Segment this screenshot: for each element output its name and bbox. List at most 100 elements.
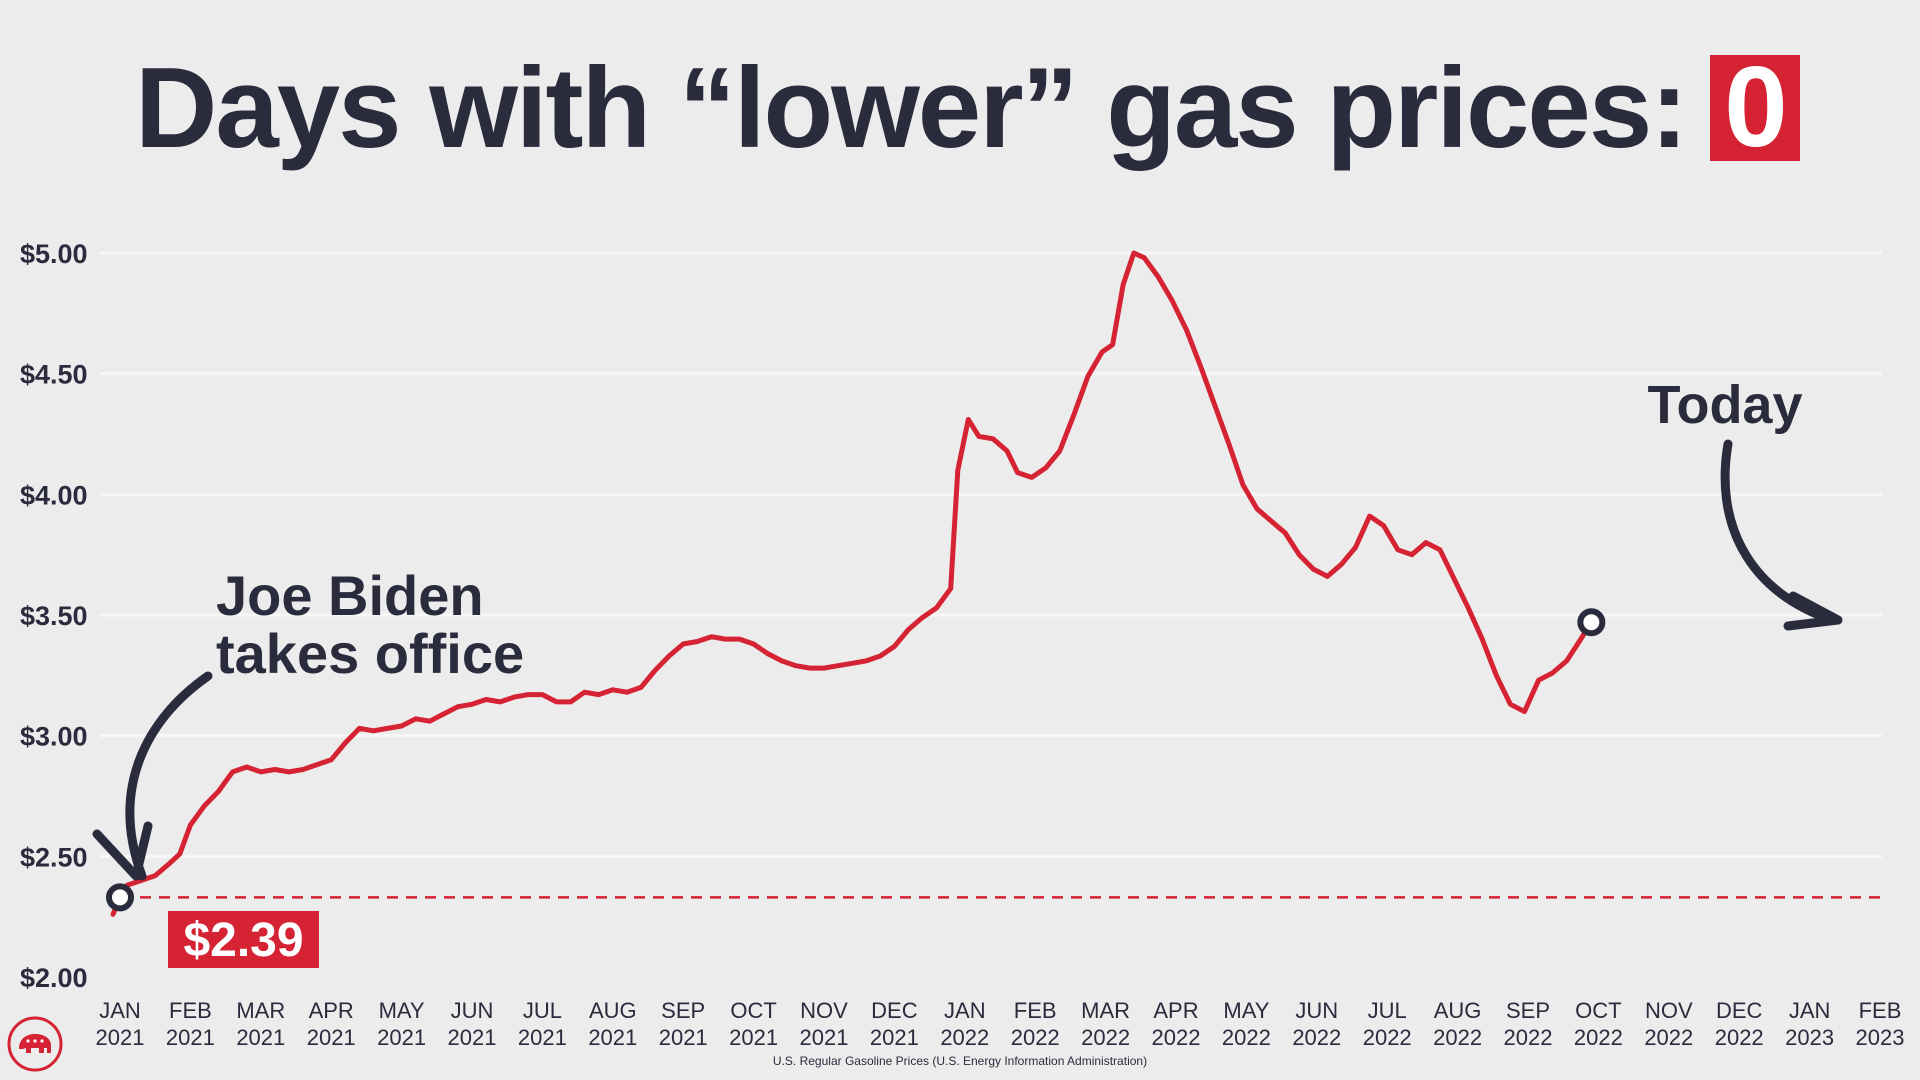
x-tick-year: 2021 — [588, 1025, 637, 1050]
x-tick-year: 2021 — [729, 1025, 778, 1050]
x-tick-month: JUL — [523, 998, 562, 1023]
x-tick-month: OCT — [730, 998, 776, 1023]
x-tick-month: JUN — [451, 998, 494, 1023]
x-tick-year: 2023 — [1785, 1025, 1834, 1050]
grid-lines — [100, 251, 1882, 858]
x-tick-year: 2022 — [1574, 1025, 1623, 1050]
x-tick-month: AUG — [589, 998, 637, 1023]
x-tick-month: MAY — [1223, 998, 1269, 1023]
annotation-marker — [106, 883, 134, 912]
x-tick-month: DEC — [871, 998, 918, 1023]
chart-title-text: Days with “lower” gas prices: — [135, 44, 1688, 172]
annotation-text: Joe Biden — [216, 564, 484, 627]
x-tick-month: NOV — [800, 998, 848, 1023]
x-tick-month: MAR — [1081, 998, 1130, 1023]
x-tick-month: JUN — [1295, 998, 1338, 1023]
elephant-logo-icon — [7, 1016, 63, 1072]
x-tick-month: JAN — [99, 998, 141, 1023]
x-tick-month: JUL — [1368, 998, 1407, 1023]
x-tick-month: AUG — [1434, 998, 1482, 1023]
y-tick-label: $4.50 — [20, 360, 88, 390]
x-tick-year: 2022 — [1081, 1025, 1130, 1050]
x-tick-month: MAY — [379, 998, 425, 1023]
x-tick-year: 2021 — [166, 1025, 215, 1050]
x-tick-year: 2021 — [870, 1025, 919, 1050]
y-tick-label: $2.50 — [20, 842, 88, 872]
price-label: $2.39 — [183, 914, 303, 967]
x-tick-year: 2022 — [1644, 1025, 1693, 1050]
x-tick-year: 2021 — [659, 1025, 708, 1050]
x-tick-year: 2021 — [448, 1025, 497, 1050]
annotation-text: Today — [1647, 375, 1802, 435]
annotation-marker — [1577, 608, 1606, 637]
chart-title: Days with “lower” gas prices: 0 — [135, 45, 1800, 172]
x-tick-year: 2022 — [1222, 1025, 1271, 1050]
y-axis: $5.00 $4.50 $4.00 $3.50 $3.00 $2.50 $2.00 — [20, 239, 88, 993]
x-tick-month: OCT — [1575, 998, 1621, 1023]
gas-price-line — [110, 250, 1594, 917]
x-tick-year: 2022 — [1715, 1025, 1764, 1050]
y-tick-label: $3.00 — [20, 722, 88, 752]
arrow-icon — [125, 671, 213, 881]
x-tick-month: FEB — [169, 998, 212, 1023]
y-tick-label: $4.00 — [20, 480, 88, 510]
days-count-badge: 0 — [1710, 51, 1800, 165]
x-tick-year: 2021 — [518, 1025, 567, 1050]
y-tick-label: $5.00 — [20, 239, 88, 269]
arrowhead-icon — [1783, 591, 1843, 631]
x-tick-year: 2021 — [800, 1025, 849, 1050]
y-tick-label: $3.50 — [20, 601, 88, 631]
x-tick-month: FEB — [1014, 998, 1057, 1023]
x-tick-year: 2022 — [1433, 1025, 1482, 1050]
annotation-today: Today — [1577, 375, 1843, 637]
x-tick-year: 2022 — [1292, 1025, 1341, 1050]
x-tick-month: APR — [309, 998, 354, 1023]
x-tick-year: 2022 — [1152, 1025, 1201, 1050]
x-tick-year: 2022 — [1504, 1025, 1553, 1050]
x-tick-month: JAN — [944, 998, 986, 1023]
x-tick-month: MAR — [236, 998, 285, 1023]
x-tick-month: JAN — [1789, 998, 1831, 1023]
x-tick-year: 2021 — [377, 1025, 426, 1050]
x-tick-month: SEP — [1506, 998, 1550, 1023]
x-tick-month: SEP — [661, 998, 705, 1023]
x-tick-year: 2021 — [307, 1025, 356, 1050]
x-axis: JAN2021FEB2021MAR2021APR2021MAY2021JUN20… — [96, 998, 1905, 1050]
x-tick-year: 2022 — [940, 1025, 989, 1050]
x-tick-year: 2023 — [1856, 1025, 1905, 1050]
x-tick-month: DEC — [1716, 998, 1763, 1023]
x-tick-month: NOV — [1645, 998, 1693, 1023]
arrowhead-icon — [92, 821, 153, 881]
x-tick-year: 2022 — [1011, 1025, 1060, 1050]
x-tick-month: FEB — [1859, 998, 1902, 1023]
y-tick-label: $2.00 — [20, 963, 88, 993]
x-tick-month: APR — [1153, 998, 1198, 1023]
annotation-text: takes office — [216, 622, 524, 685]
